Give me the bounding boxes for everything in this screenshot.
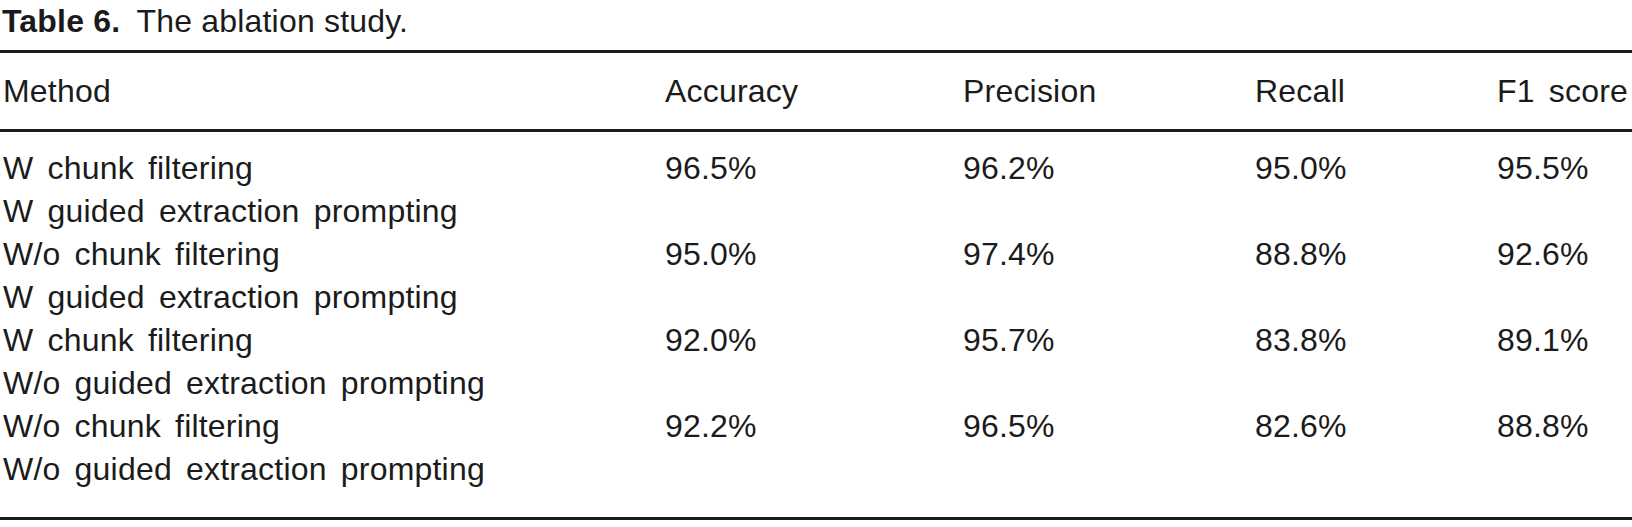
method-line-1: W chunk filtering bbox=[3, 319, 665, 362]
method-cell: W chunk filtering W/o guided extraction … bbox=[0, 319, 665, 405]
column-header-accuracy: Accuracy bbox=[665, 52, 963, 131]
recall-value: 95.0% bbox=[1255, 131, 1497, 234]
method-cell: W chunk filtering W guided extraction pr… bbox=[0, 131, 665, 234]
f1-score-value: 89.1% bbox=[1497, 319, 1632, 405]
table-header: Method Accuracy Precision Recall F1 scor… bbox=[0, 52, 1632, 131]
column-header-recall: Recall bbox=[1255, 52, 1497, 131]
table-row: W/o chunk filtering W/o guided extractio… bbox=[0, 405, 1632, 519]
method-line-1: W/o chunk filtering bbox=[3, 405, 665, 448]
precision-value: 97.4% bbox=[963, 233, 1255, 319]
accuracy-value: 92.0% bbox=[665, 319, 963, 405]
method-cell: W/o chunk filtering W guided extraction … bbox=[0, 233, 665, 319]
accuracy-value: 95.0% bbox=[665, 233, 963, 319]
table-row: W chunk filtering W guided extraction pr… bbox=[0, 131, 1632, 234]
method-cell: W/o chunk filtering W/o guided extractio… bbox=[0, 405, 665, 519]
recall-value: 83.8% bbox=[1255, 319, 1497, 405]
accuracy-value: 92.2% bbox=[665, 405, 963, 519]
precision-value: 96.5% bbox=[963, 405, 1255, 519]
table-caption-label: Table 6. bbox=[2, 3, 120, 39]
f1-score-value: 88.8% bbox=[1497, 405, 1632, 519]
accuracy-value: 96.5% bbox=[665, 131, 963, 234]
method-line-2: W/o guided extraction prompting bbox=[3, 448, 665, 491]
method-line-1: W chunk filtering bbox=[3, 147, 665, 190]
recall-value: 88.8% bbox=[1255, 233, 1497, 319]
table-caption-text: The ablation study. bbox=[136, 3, 408, 39]
header-row: Method Accuracy Precision Recall F1 scor… bbox=[0, 52, 1632, 131]
table-row: W/o chunk filtering W guided extraction … bbox=[0, 233, 1632, 319]
table-body: W chunk filtering W guided extraction pr… bbox=[0, 131, 1632, 519]
precision-value: 95.7% bbox=[963, 319, 1255, 405]
table-caption: Table 6. The ablation study. bbox=[0, 0, 1632, 50]
column-header-precision: Precision bbox=[963, 52, 1255, 131]
recall-value: 82.6% bbox=[1255, 405, 1497, 519]
column-header-method: Method bbox=[0, 52, 665, 131]
f1-score-value: 92.6% bbox=[1497, 233, 1632, 319]
method-line-2: W guided extraction prompting bbox=[3, 190, 665, 233]
f1-score-value: 95.5% bbox=[1497, 131, 1632, 234]
precision-value: 96.2% bbox=[963, 131, 1255, 234]
column-header-f1-score: F1 score bbox=[1497, 52, 1632, 131]
table-row: W chunk filtering W/o guided extraction … bbox=[0, 319, 1632, 405]
method-line-1: W/o chunk filtering bbox=[3, 233, 665, 276]
ablation-study-table: Method Accuracy Precision Recall F1 scor… bbox=[0, 50, 1632, 520]
method-line-2: W guided extraction prompting bbox=[3, 276, 665, 319]
paper-table-figure: Table 6. The ablation study. Method Accur… bbox=[0, 0, 1632, 527]
method-line-2: W/o guided extraction prompting bbox=[3, 362, 665, 405]
